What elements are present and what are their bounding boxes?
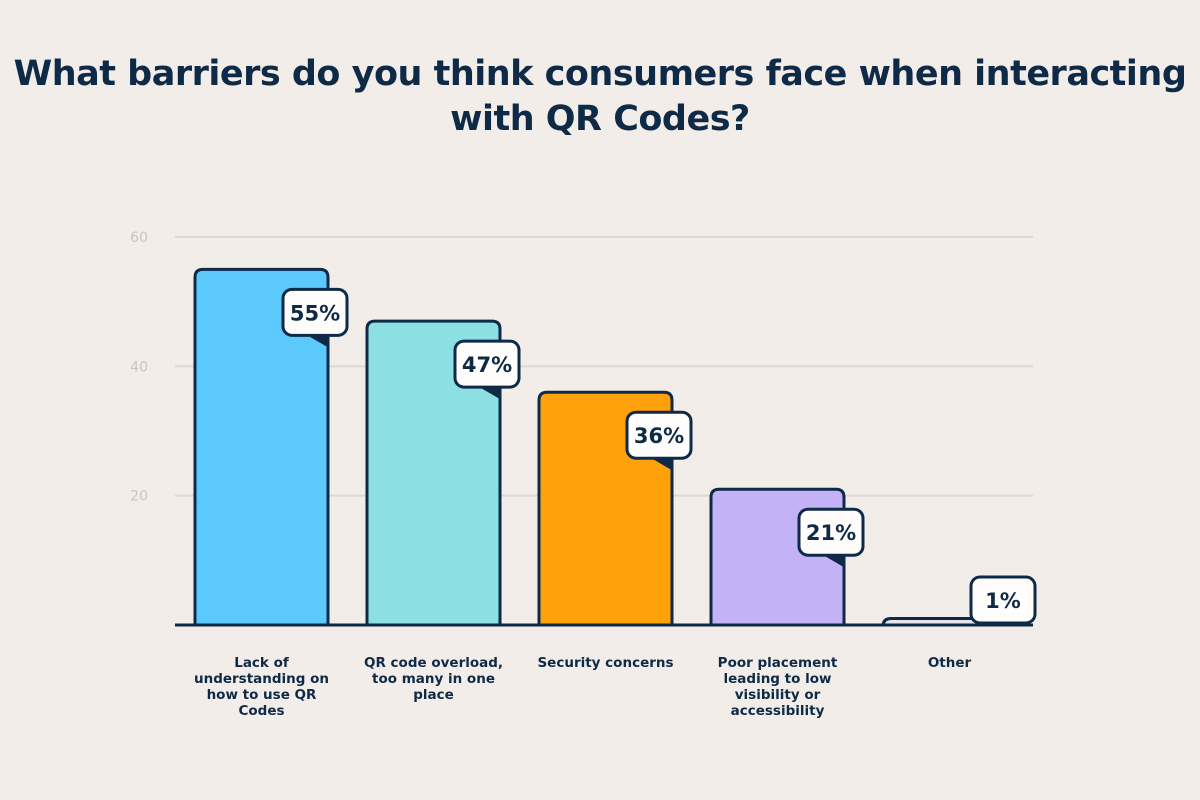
chart-title: What barriers do you think consumers fac… [13, 54, 1187, 139]
data-label: 36% [634, 424, 684, 448]
y-tick-label: 60 [130, 230, 148, 246]
data-label: 1% [985, 589, 1021, 613]
x-tick-label: QR code overload, too many in one place [363, 655, 504, 703]
data-label-bubble [969, 575, 1037, 625]
x-tick-label: Other [927, 655, 972, 671]
x-tick-label: Security concerns [537, 655, 674, 671]
y-tick-label: 40 [130, 359, 148, 375]
data-label-bubble [281, 287, 349, 337]
data-label: 47% [462, 353, 512, 377]
data-label-bubble [797, 507, 865, 557]
y-tick-label: 20 [130, 489, 148, 505]
data-label-bubble [625, 410, 693, 460]
data-label: 21% [806, 521, 856, 545]
data-label-bubble [453, 339, 521, 389]
x-tick-label: Poor placement leading to low visibility… [717, 655, 838, 719]
bar [365, 319, 502, 625]
bar [193, 267, 330, 625]
x-tick-label: Lack of understanding on how to use QR C… [193, 655, 330, 719]
data-label: 55% [290, 301, 340, 325]
